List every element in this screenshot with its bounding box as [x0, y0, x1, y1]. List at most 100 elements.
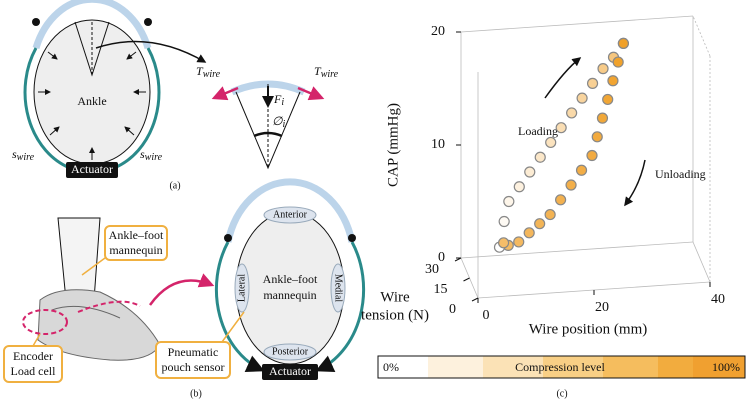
x-tick-label: 0	[483, 308, 490, 323]
tension-label-right: Twire	[314, 64, 339, 81]
data-point	[597, 63, 609, 75]
anchor	[144, 18, 152, 26]
colorbar-max: 100%	[712, 360, 740, 374]
zoom-wedge	[235, 91, 301, 170]
z-tick-label: 10	[431, 137, 445, 152]
data-point	[612, 56, 624, 68]
tension-arrow	[211, 86, 239, 101]
data-point	[513, 181, 525, 193]
ankle-label: Ankle	[77, 94, 106, 108]
box-edge	[460, 15, 694, 33]
anchor	[348, 234, 356, 242]
stroke-label-left: swire	[12, 147, 35, 164]
colorbar: 0% Compression level 100%	[377, 355, 746, 379]
tension-arrow	[297, 86, 325, 101]
z-tick-label: 20	[431, 24, 445, 39]
caption-c: (c)	[556, 388, 567, 399]
y-tick	[454, 257, 462, 262]
data-point	[596, 112, 609, 124]
data-point	[575, 164, 588, 176]
actuator-box	[66, 162, 118, 178]
actuator-label: Actuator	[71, 162, 113, 176]
label-box	[155, 341, 231, 379]
data-point	[534, 151, 546, 163]
box-edge	[692, 15, 711, 57]
left-wire	[214, 241, 265, 372]
caption-b: (b)	[190, 388, 202, 399]
data-point	[524, 166, 536, 178]
y-tick	[471, 297, 479, 302]
data-point	[602, 93, 614, 106]
sensor-highlight	[22, 309, 68, 335]
encoder-label: Load cell	[11, 364, 57, 378]
shoe-label: Ankle–foot	[109, 228, 164, 242]
colorbar-segment	[603, 356, 658, 378]
y-tick-label: 15	[434, 282, 448, 297]
leader	[32, 333, 41, 347]
pouch	[330, 263, 346, 313]
force-label: Fi	[273, 92, 284, 109]
annotation: Unloading	[655, 167, 706, 181]
data-point	[576, 92, 588, 104]
pouch	[234, 263, 250, 313]
lateral-label: Lateral	[236, 274, 247, 303]
unloading-arrow	[624, 159, 646, 207]
data-point	[545, 136, 557, 149]
data-point	[503, 195, 515, 208]
anchor	[32, 18, 40, 26]
colorbar-segment	[543, 356, 603, 378]
y-tick-label: 0	[449, 302, 456, 317]
left-wire	[23, 47, 71, 170]
link-arrow	[148, 273, 215, 306]
top-sleeve	[224, 178, 356, 243]
data-point	[523, 227, 535, 239]
data-point	[555, 122, 567, 134]
data-point	[513, 236, 525, 248]
x-tick-label: 40	[711, 292, 725, 307]
pouch	[263, 206, 317, 224]
data-point	[591, 131, 603, 143]
tension-label-left: Twire	[196, 64, 221, 81]
y-axis-title: tension (N)	[361, 307, 429, 323]
shoe-label: mannequin	[109, 243, 162, 257]
colorbar-title: Compression level	[515, 360, 605, 374]
leader	[81, 257, 106, 276]
medial-label: Medial	[333, 274, 344, 303]
y-tick-label: 30	[425, 262, 439, 277]
annotation: Loading	[518, 124, 558, 138]
pouch	[263, 343, 317, 361]
panel-a: Ankle Actuator swire swire Twire Twire F…	[12, 0, 339, 191]
sensor-label: Pneumatic	[168, 345, 219, 359]
anchor	[224, 234, 232, 242]
z-tick-label: 0	[438, 250, 445, 265]
data-point	[498, 215, 510, 228]
angle-arc	[253, 131, 283, 138]
z-axis-title: CAP (mmHg)	[385, 103, 401, 187]
mannequin-leg	[57, 217, 101, 301]
caption-a: (a)	[169, 180, 180, 191]
encoder-label: Encoder	[13, 349, 53, 363]
zoom-arrow	[95, 40, 207, 63]
actuator-label: Actuator	[269, 364, 311, 378]
stroke-label-right: swire	[140, 147, 163, 164]
sensor-label: pouch sensor	[162, 360, 225, 374]
cross-section-label: Ankle–foot	[263, 272, 318, 286]
data-point	[498, 237, 510, 249]
colorbar-segment	[693, 356, 745, 378]
data-point	[617, 37, 630, 50]
colorbar-min: 0%	[383, 360, 399, 374]
cross-section-label: mannequin	[263, 288, 316, 302]
colorbar-segment	[483, 356, 543, 378]
angle-label: ∅i	[272, 114, 285, 131]
leader	[221, 311, 245, 343]
right-wire	[315, 241, 366, 372]
box-edge	[692, 241, 711, 283]
wire-path	[77, 300, 141, 313]
data-point	[586, 149, 598, 162]
right-wire	[113, 47, 161, 170]
data-point	[544, 208, 556, 221]
y-tick	[463, 277, 470, 282]
y-axis-title: Wire	[380, 289, 410, 305]
colorbar-segment	[378, 356, 428, 378]
